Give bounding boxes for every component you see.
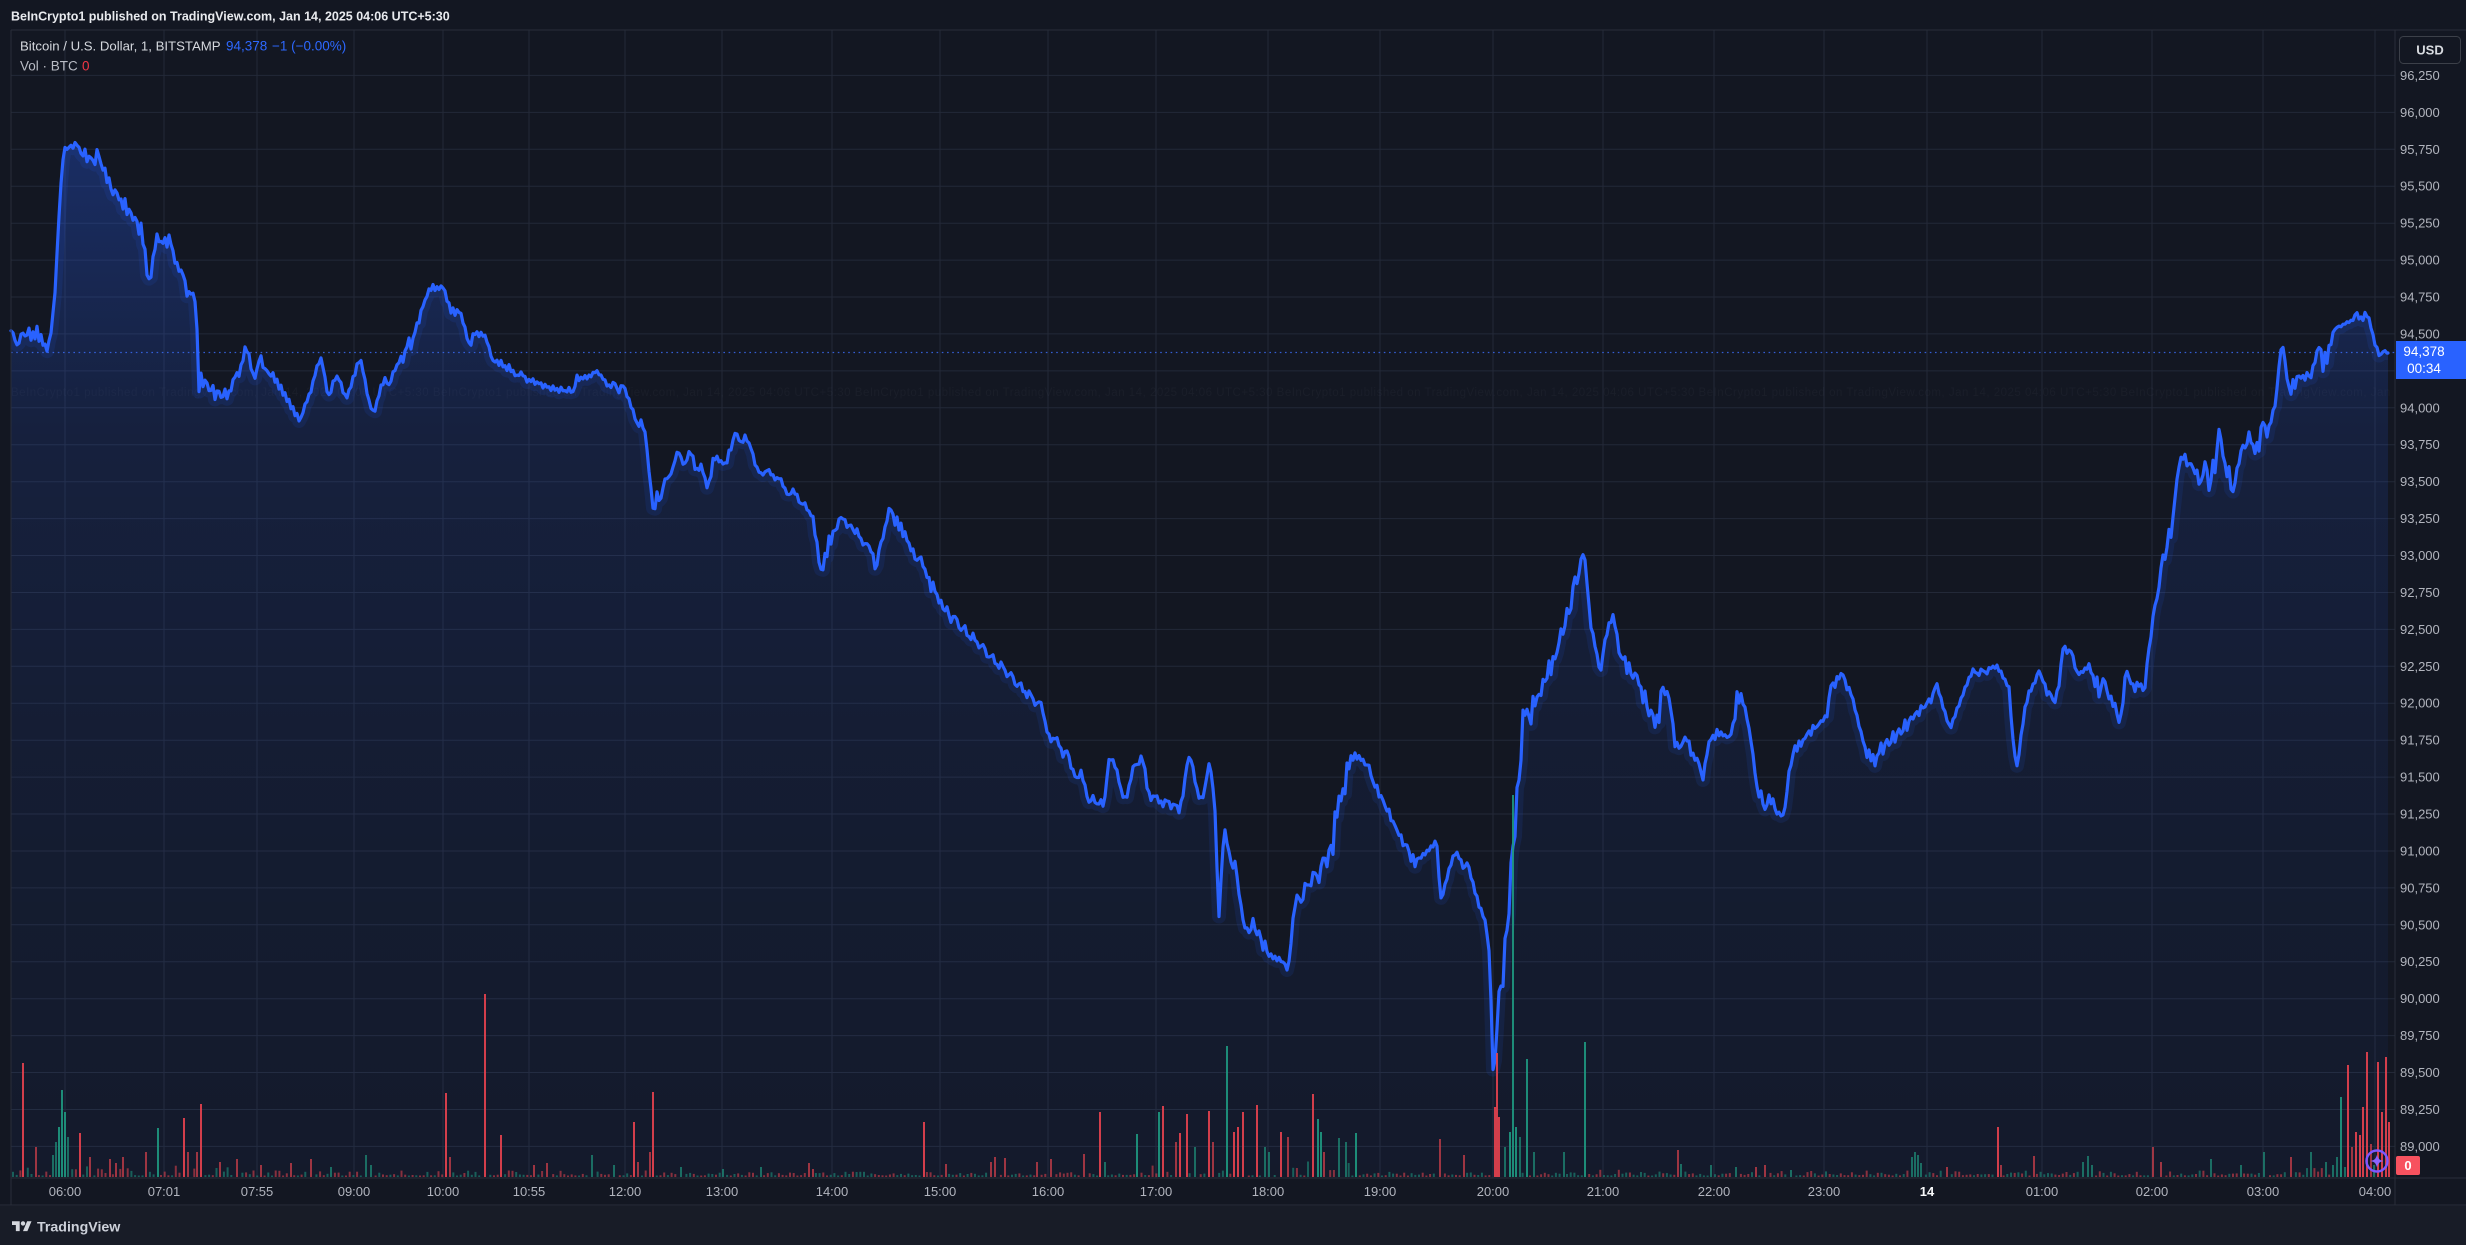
svg-text:89,250: 89,250 [2400,1102,2440,1117]
svg-text:14:00: 14:00 [816,1184,849,1199]
svg-text:09:00: 09:00 [338,1184,371,1199]
svg-text:0: 0 [2404,1158,2411,1173]
svg-text:Bitcoin / U.S. Dollar, 1, BITS: Bitcoin / U.S. Dollar, 1, BITSTAMP [20,39,221,54]
svg-text:16:00: 16:00 [1032,1184,1065,1199]
svg-text:19:00: 19:00 [1364,1184,1397,1199]
svg-text:90,750: 90,750 [2400,880,2440,895]
svg-text:93,500: 93,500 [2400,474,2440,489]
svg-text:93,000: 93,000 [2400,548,2440,563]
svg-text:94,378: 94,378 [226,39,267,54]
svg-text:18:00: 18:00 [1252,1184,1285,1199]
svg-text:96,000: 96,000 [2400,105,2440,120]
svg-text:21:00: 21:00 [1587,1184,1620,1199]
svg-text:96,250: 96,250 [2400,68,2440,83]
svg-text:90,250: 90,250 [2400,954,2440,969]
svg-text:92,500: 92,500 [2400,622,2440,637]
svg-text:10:55: 10:55 [513,1184,546,1199]
svg-text:89,500: 89,500 [2400,1065,2440,1080]
svg-text:90,000: 90,000 [2400,991,2440,1006]
svg-text:95,750: 95,750 [2400,142,2440,157]
svg-text:22:00: 22:00 [1698,1184,1731,1199]
svg-text:95,000: 95,000 [2400,253,2440,268]
svg-text:89,750: 89,750 [2400,1028,2440,1043]
svg-text:04:00: 04:00 [2359,1184,2392,1199]
svg-text:07:01: 07:01 [148,1184,181,1199]
svg-text:−1 (−0.00%): −1 (−0.00%) [272,39,346,54]
svg-text:91,500: 91,500 [2400,770,2440,785]
svg-text:95,500: 95,500 [2400,179,2440,194]
svg-text:92,750: 92,750 [2400,585,2440,600]
svg-text:91,750: 91,750 [2400,733,2440,748]
svg-text:94,500: 94,500 [2400,326,2440,341]
svg-text:13:00: 13:00 [706,1184,739,1199]
svg-text:02:00: 02:00 [2136,1184,2169,1199]
svg-text:10:00: 10:00 [427,1184,460,1199]
svg-text:91,000: 91,000 [2400,844,2440,859]
svg-text:92,000: 92,000 [2400,696,2440,711]
svg-text:93,250: 93,250 [2400,511,2440,526]
svg-text:15:00: 15:00 [924,1184,957,1199]
svg-text:03:00: 03:00 [2247,1184,2280,1199]
svg-text:Vol · BTC: Vol · BTC [20,59,78,74]
svg-text:93,750: 93,750 [2400,437,2440,452]
svg-text:17:00: 17:00 [1140,1184,1173,1199]
svg-text:92,250: 92,250 [2400,659,2440,674]
svg-text:94,000: 94,000 [2400,400,2440,415]
svg-text:USD: USD [2416,43,2443,58]
svg-text:95,250: 95,250 [2400,216,2440,231]
svg-text:00:34: 00:34 [2407,361,2441,376]
svg-text:07:55: 07:55 [241,1184,274,1199]
svg-text:12:00: 12:00 [609,1184,642,1199]
svg-text:94,378: 94,378 [2403,344,2444,359]
svg-text:89,000: 89,000 [2400,1139,2440,1154]
svg-text:BeInCrypto1 published on Tradi: BeInCrypto1 published on TradingView.com… [11,10,450,24]
svg-text:06:00: 06:00 [49,1184,82,1199]
svg-text:91,250: 91,250 [2400,807,2440,822]
svg-text:20:00: 20:00 [1477,1184,1510,1199]
svg-text:14: 14 [1920,1184,1935,1199]
svg-text:23:00: 23:00 [1808,1184,1841,1199]
svg-text:0: 0 [82,59,90,74]
svg-text:TradingView: TradingView [37,1220,121,1236]
svg-text:90,500: 90,500 [2400,917,2440,932]
svg-text:94,750: 94,750 [2400,290,2440,305]
svg-text:01:00: 01:00 [2026,1184,2059,1199]
